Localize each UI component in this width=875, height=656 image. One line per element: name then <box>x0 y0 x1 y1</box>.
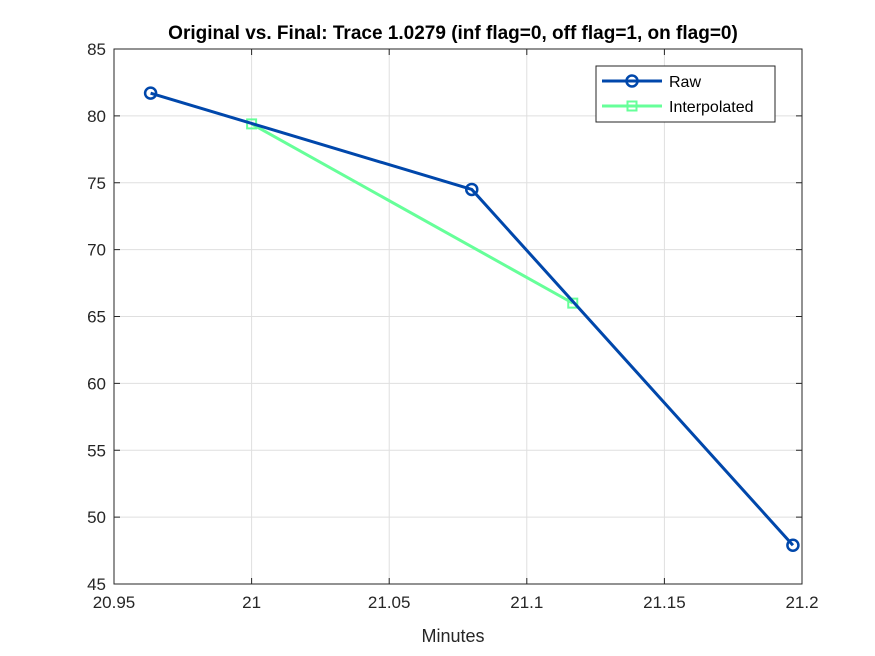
axes <box>113 48 803 585</box>
y-tick-label: 85 <box>87 40 106 59</box>
legend-swatch-marker <box>625 74 639 88</box>
y-tick-label: 65 <box>87 308 106 327</box>
legend-swatch-marker <box>626 100 638 112</box>
x-tick-label: 21.15 <box>643 593 686 612</box>
legend-label: Raw <box>669 74 701 91</box>
x-tick-label: 20.95 <box>93 593 136 612</box>
series-raw <box>143 86 800 552</box>
data-point-interpolated <box>567 297 579 309</box>
chart-title: Original vs. Final: Trace 1.0279 (inf fl… <box>168 23 738 44</box>
x-tick-label: 21.05 <box>368 593 411 612</box>
series-interpolated <box>246 118 579 309</box>
y-tick-label: 75 <box>87 174 106 193</box>
x-tick-label: 21 <box>242 593 261 612</box>
y-tick-label: 70 <box>87 241 106 260</box>
data-point-raw <box>143 86 158 100</box>
legend-label: Interpolated <box>669 99 754 116</box>
legend-box <box>595 65 776 123</box>
legend: Raw Interpolated <box>595 65 776 123</box>
x-axis-label: Minutes <box>421 626 484 646</box>
series-line-raw <box>150 91 795 547</box>
y-tick-label: 50 <box>87 508 106 527</box>
data-point-raw <box>786 538 800 552</box>
y-tick-label: 80 <box>87 107 106 126</box>
legend-item-raw: Raw <box>602 74 701 91</box>
data-point-raw <box>465 182 479 197</box>
x-tick-label: 21.2 <box>785 593 818 612</box>
y-tick-label: 60 <box>87 374 106 393</box>
series-line-interpolated <box>250 122 574 305</box>
y-tick-label: 45 <box>87 575 106 594</box>
x-tick-label: 21.1 <box>510 593 543 612</box>
legend-item-interpolated: Interpolated <box>602 99 754 116</box>
series <box>143 86 800 552</box>
y-tick-label: 55 <box>87 441 106 460</box>
tick-labels: 20.95 21 21.05 21.1 21.15 21.2 45 50 55 60 65 70 75 8… <box>87 40 818 612</box>
